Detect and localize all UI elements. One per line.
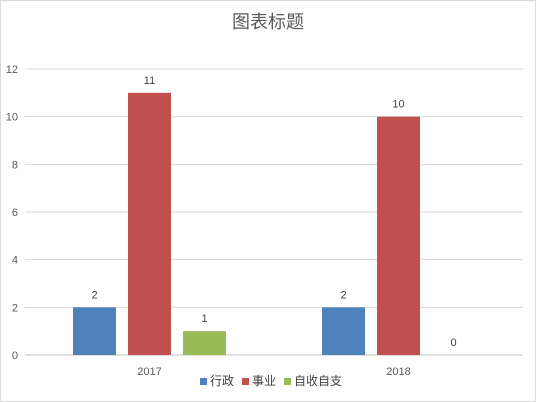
y-tick-label: 2	[12, 302, 18, 314]
legend-swatch	[284, 378, 291, 385]
bar-事业-2018	[377, 116, 420, 356]
bar-行政-2018	[322, 307, 365, 355]
bars	[73, 92, 420, 356]
data-label: 2	[91, 289, 97, 301]
y-axis-tick-labels: 0 2 4 6 8 10 12	[6, 64, 18, 362]
y-tick-label: 6	[12, 207, 18, 219]
legend-entry: 行政	[210, 374, 234, 388]
legend-swatch	[242, 378, 249, 385]
bar-事业-2017	[128, 92, 171, 355]
bar-行政-2017	[73, 307, 116, 355]
y-tick-label: 0	[12, 350, 18, 362]
data-label: 0	[450, 337, 456, 349]
legend-entry: 事业	[252, 374, 276, 388]
data-label: 2	[340, 289, 346, 301]
x-tick-label: 2017	[137, 366, 161, 378]
legend: 行政 事业 自收自支	[200, 374, 342, 388]
y-tick-label: 8	[12, 159, 18, 171]
y-tick-label: 12	[6, 64, 18, 76]
data-label: 10	[392, 99, 404, 111]
legend-swatch	[200, 378, 207, 385]
x-axis-tick-labels: 2017 2018	[137, 366, 410, 378]
data-label: 1	[201, 313, 207, 325]
chart-title: 图表标题	[232, 12, 304, 32]
x-tick-label: 2018	[386, 366, 410, 378]
bar-自收自支-2017	[183, 331, 226, 355]
y-tick-label: 4	[12, 255, 18, 267]
legend-entry: 自收自支	[294, 374, 342, 388]
y-tick-label: 10	[6, 112, 18, 124]
data-label: 11	[144, 75, 155, 87]
